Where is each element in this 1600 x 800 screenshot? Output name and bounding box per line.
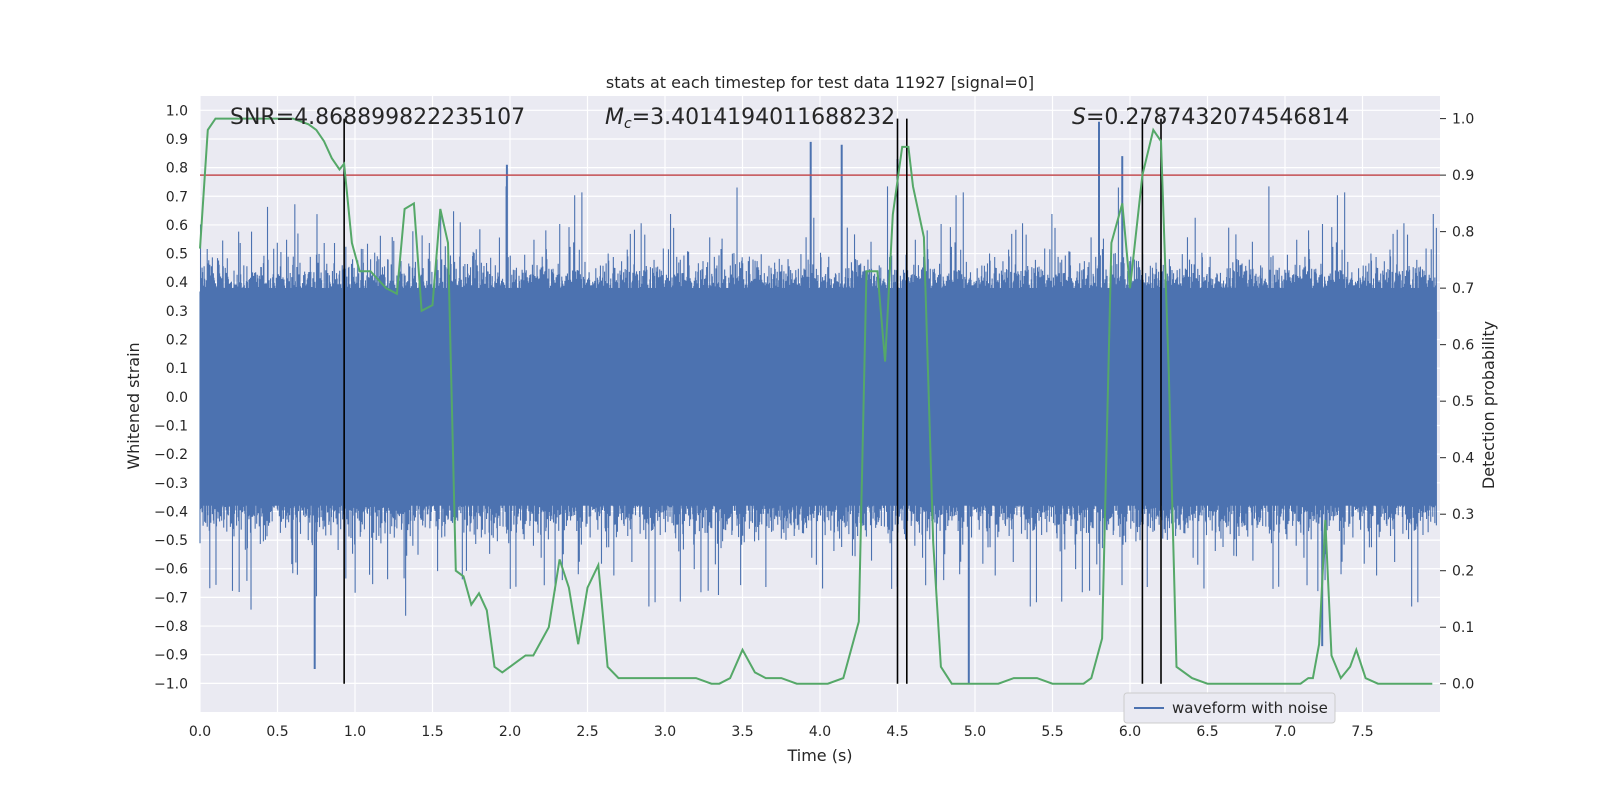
y-tick-label: −0.6 [154, 562, 188, 578]
y2-tick-label: 0.3 [1452, 507, 1474, 523]
vertical-markers [343, 118, 1162, 684]
snr-value: =4.868899822235107 [276, 105, 525, 130]
s-annotation: S=0.2787432074546814 [1072, 105, 1349, 130]
y2-tick-label: 0.1 [1452, 620, 1474, 636]
y-tick-label: −0.9 [154, 648, 188, 664]
y-tick-label: −0.8 [154, 619, 188, 635]
y2-tick-label: 0.5 [1452, 394, 1474, 410]
y-tick-label: −0.4 [154, 504, 188, 520]
mc-value: =3.4014194011688232 [632, 105, 895, 130]
y-tick-label: 0.5 [166, 247, 188, 263]
y-tick-label: 0.4 [166, 275, 188, 291]
x-tick-label: 3.5 [731, 724, 753, 740]
x-tick-label: 2.0 [499, 724, 521, 740]
y-tick-label: 0.0 [166, 390, 188, 406]
y2-tick-label: 0.6 [1452, 338, 1474, 354]
x-tick-label: 1.0 [344, 724, 366, 740]
legend: waveform with noise [1123, 692, 1336, 724]
probability-line [199, 117, 1433, 685]
y-axis-title: Whitened strain [124, 342, 143, 469]
y2-tick-label: 0.9 [1452, 168, 1474, 184]
x-tick-label: 3.0 [654, 724, 676, 740]
y2-axis-title: Detection probability [1479, 321, 1498, 489]
waveform-series [199, 121, 1437, 684]
x-tick-label: 7.0 [1274, 724, 1296, 740]
y-tick-label: 0.9 [166, 132, 188, 148]
mc-label: M [605, 105, 624, 130]
y-tick-label: −0.1 [154, 418, 188, 434]
y-tick-label: −0.7 [154, 590, 188, 606]
y2-tick-label: 0.4 [1452, 451, 1474, 467]
x-tick-label: 4.0 [809, 724, 831, 740]
mc-subscript: c [624, 116, 632, 132]
y2-tick-label: 0.8 [1452, 225, 1474, 241]
probability-series [199, 117, 1433, 685]
y-tick-label: −1.0 [154, 676, 188, 692]
y-tick-label: −0.5 [154, 533, 188, 549]
y2-tick-label: 0.0 [1452, 677, 1474, 693]
x-tick-label: 2.5 [576, 724, 598, 740]
snr-label: SNR [230, 105, 276, 130]
legend-label: waveform with noise [1172, 699, 1328, 717]
y-tick-label: 1.0 [166, 103, 188, 119]
x-axis-title: Time (s) [786, 746, 852, 765]
y-tick-label: −0.3 [154, 476, 188, 492]
y2-tick-label: 1.0 [1452, 112, 1474, 128]
snr-annotation: SNR=4.868899822235107 [230, 105, 525, 130]
x-tick-label: 6.5 [1196, 724, 1218, 740]
mc-annotation: Mc=3.4014194011688232 [605, 105, 895, 132]
x-tick-label: 1.5 [421, 724, 443, 740]
x-tick-label: 6.0 [1119, 724, 1141, 740]
chart-title: stats at each timestep for test data 119… [606, 73, 1034, 92]
x-tick-label: 7.5 [1351, 724, 1373, 740]
x-tick-label: 0.0 [189, 724, 211, 740]
s-value: =0.2787432074546814 [1086, 105, 1349, 130]
legend-box [1123, 692, 1336, 724]
y2-tick-label: 0.7 [1452, 281, 1474, 297]
y-tick-label: 0.3 [166, 304, 188, 320]
y-tick-label: −0.2 [154, 447, 188, 463]
y-tick-label: 0.7 [166, 189, 188, 205]
x-tick-label: 4.5 [886, 724, 908, 740]
x-tick-label: 5.5 [1041, 724, 1063, 740]
x-tick-label: 0.5 [266, 724, 288, 740]
y-tick-label: 0.2 [166, 333, 188, 349]
ticks: 0.0 0.5 1.0 1.5 2.0 2.5 3.0 3.5 4.0 4.5 5.0 5.5 6.0 6… [154, 103, 1474, 740]
x-tick-label: 5.0 [964, 724, 986, 740]
y2-tick-label: 0.2 [1452, 564, 1474, 580]
waveform-core [200, 287, 1436, 506]
y-tick-label: 0.1 [166, 361, 188, 377]
y-tick-label: 0.6 [166, 218, 188, 234]
s-label: S [1072, 105, 1086, 130]
y-tick-label: 0.8 [166, 161, 188, 177]
